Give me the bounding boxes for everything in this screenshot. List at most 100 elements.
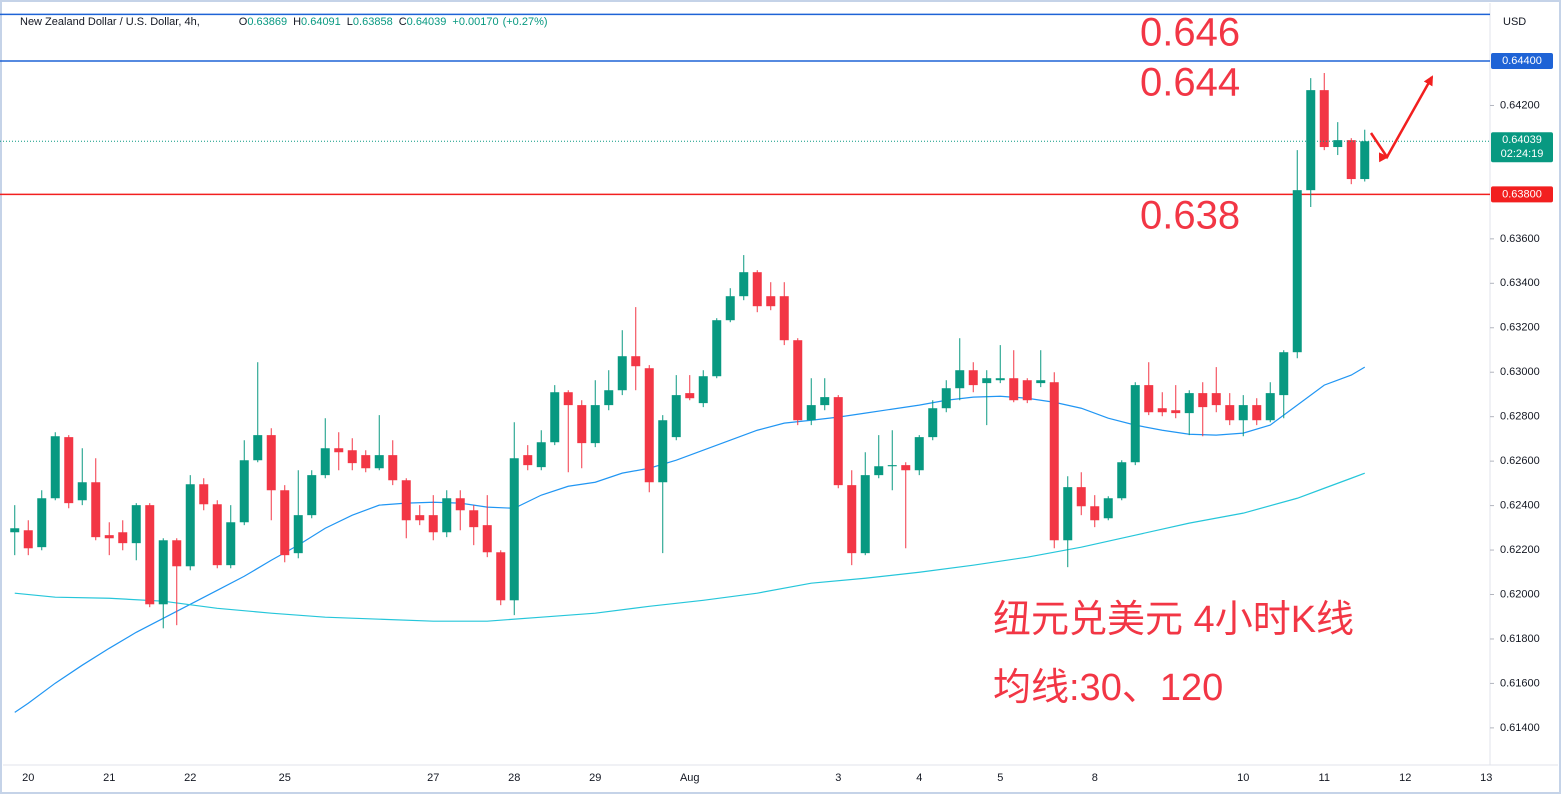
candle-body [1238,405,1248,421]
candle-body [1252,405,1262,421]
candle-body [1103,498,1113,519]
x-tick-label: 27 [427,772,439,784]
candle-body [10,528,20,533]
candle-body [1306,90,1316,191]
candle-body [415,515,425,521]
candle-body [131,505,141,544]
ohlc-value: 0.63858 [353,16,393,28]
candle-body [145,505,155,605]
candle-body [253,435,263,461]
candle-body [1130,385,1140,463]
candle-body [1171,410,1181,414]
candle-body [1009,378,1019,401]
moving-average [14,366,1366,713]
x-tick-label: 8 [1092,772,1098,784]
candle-body [793,340,803,421]
ohlc-value: 0.63869 [247,16,287,28]
x-tick-label: 20 [22,772,34,784]
ohlc-key: H [293,16,301,28]
candle-body [928,408,938,438]
candle-body [266,435,276,491]
note: 纽元兑美元 4小时K线 [993,599,1354,641]
axes: 0.61400 0.61600 0.61800 0.62000 0.62200 0.624… [22,53,1553,784]
candle-body [833,397,843,486]
candle-body [563,392,573,406]
candle-body [982,378,992,384]
candle-body [23,530,33,549]
note: 均线:30、120 [993,667,1223,709]
price-badge-label: 0.64400 [1502,55,1542,67]
candle-body [820,397,830,406]
candle-body [536,442,546,468]
candle-body [725,296,735,321]
candle-body [91,482,101,538]
x-tick-label: 29 [589,772,601,784]
price-badge [1491,186,1553,203]
y-tick-label: 0.61400 [1500,722,1540,734]
y-tick-label: 0.63200 [1500,322,1540,334]
candle-body [860,475,870,554]
candle-body [1144,385,1154,413]
ohlc-value: 0.64039 [407,16,447,28]
y-tick-label: 0.62000 [1500,588,1540,600]
candle-body [901,465,911,471]
candle-body [590,405,600,444]
candle-body [1265,393,1275,421]
y-tick-label: 0.63400 [1500,277,1540,289]
candle-body [914,437,924,471]
candle-body [1184,393,1194,414]
candle-body [779,296,789,341]
candle-body [64,437,74,504]
candle-body [401,480,411,521]
candle-body [226,522,236,566]
candle-body [428,515,438,533]
candle-body [752,272,762,307]
candle-body [1090,506,1100,521]
candle-body [1360,141,1370,180]
y-tick-label: 0.63600 [1500,233,1540,245]
candle-body [212,504,222,566]
candle-body [118,532,128,544]
candle-body [104,535,114,539]
candle-body [307,475,317,516]
candle-body [523,455,533,466]
y-tick-label: 0.61600 [1500,677,1540,689]
candle-body [496,552,506,601]
x-tick-label: 22 [184,772,196,784]
candle-body [604,390,614,406]
x-tick-label: 5 [997,772,1003,784]
last-price-badge [1491,132,1553,163]
candle-body [698,376,708,404]
candle-body [280,490,290,556]
candle-body [1292,190,1302,353]
candle-body [1022,380,1032,401]
change-pct: (+0.27%) [503,16,548,28]
y-tick-label: 0.62200 [1500,544,1540,556]
candle-body [347,450,357,464]
ohlc-value: 0.64091 [301,16,341,28]
candle-body [1225,405,1235,421]
y-tick-label: 0.63000 [1500,366,1540,378]
candle-body [1333,140,1343,148]
candle-body [968,370,978,386]
candle-body [1211,393,1221,406]
x-tick-label: 11 [1319,772,1330,784]
candle-body [1049,382,1059,541]
candle-body [185,484,195,567]
currency: USD [1503,16,1526,28]
y-tick-label: 0.62400 [1500,499,1540,511]
price-target: 0.638 [1140,194,1240,238]
ohlc-key: C [399,16,407,28]
candle-body [320,448,330,476]
candle-body [1319,90,1329,148]
arrow [1369,75,1434,163]
candle-body [199,484,209,505]
candle-body [1076,487,1086,507]
last-price-label: 0.64039 [1502,134,1542,146]
candle-body [455,498,465,511]
candle-body [577,405,587,444]
candle-body [1117,462,1127,499]
candle-body [158,540,168,605]
candle-body [658,420,668,483]
